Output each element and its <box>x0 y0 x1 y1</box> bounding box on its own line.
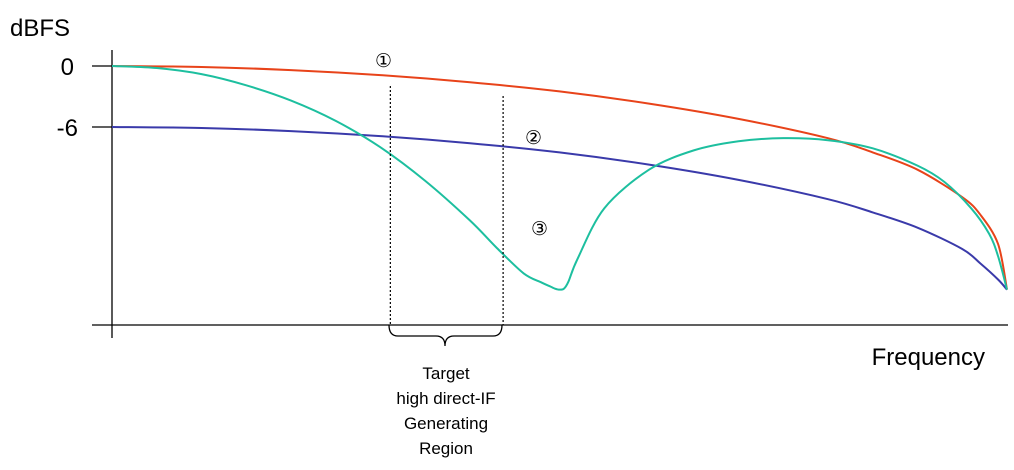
region-caption-line-4: Region <box>419 439 473 458</box>
series-marker-3: ③ <box>531 218 548 240</box>
x-axis-label: Frequency <box>872 344 985 371</box>
y-tick-label-0: 0 <box>61 54 74 81</box>
series-marker-2: ② <box>525 127 542 149</box>
y-axis-label: dBFS <box>10 15 70 42</box>
series-line-2 <box>111 126 1008 291</box>
region-caption-line-1: Target <box>422 364 470 383</box>
series-group <box>111 65 1008 291</box>
region-caption-line-2: high direct-IF <box>396 389 495 408</box>
series-line-3 <box>111 65 1008 291</box>
region-brace <box>388 324 503 347</box>
region-caption-line-3: Generating <box>404 414 488 433</box>
series-marker-1: ① <box>375 50 392 72</box>
y-tick-label-1: -6 <box>57 115 78 142</box>
series-line-1 <box>111 65 1008 290</box>
